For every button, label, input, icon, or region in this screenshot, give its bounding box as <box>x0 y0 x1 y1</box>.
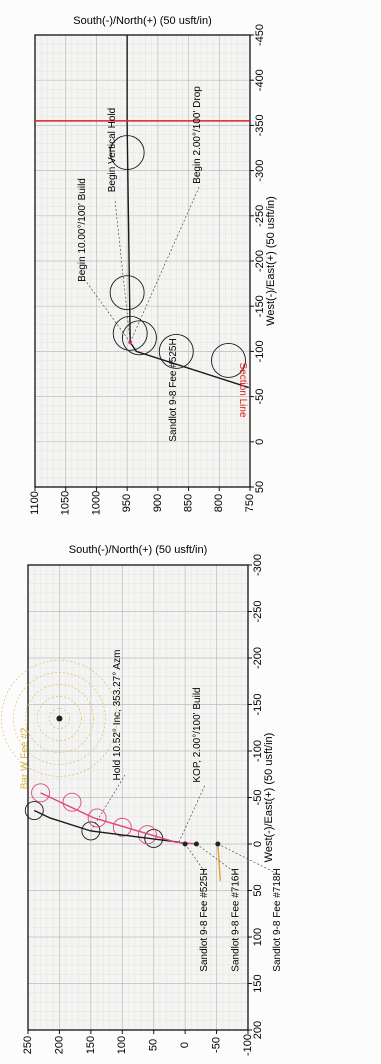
uncertainty-circle <box>109 275 145 311</box>
x-tick-label: 50 <box>254 481 266 493</box>
offset-well-ring <box>37 696 82 741</box>
x-tick-label: -150 <box>252 693 264 715</box>
y-tick-label: -100 <box>242 1034 254 1056</box>
x-axis-title: West(-)/East(+) (50 usft/in) <box>263 733 275 863</box>
series-line <box>217 843 222 882</box>
x-tick-label: 150 <box>252 974 264 992</box>
leader-line <box>84 279 131 343</box>
x-tick-label: -100 <box>254 340 266 362</box>
section-line-label: Section Line <box>237 362 248 417</box>
plan-view-panel: -300-250-200-150-100-50050100150200-100-… <box>1 544 283 1056</box>
uncertainty-circle <box>87 808 107 828</box>
x-tick-label: -50 <box>254 389 266 405</box>
uncertainty-circle <box>211 342 246 378</box>
uncertainty-circle <box>62 792 82 812</box>
x-tick-label: -450 <box>254 24 266 46</box>
offset-well-ring <box>25 684 94 753</box>
y-tick-label: 1000 <box>90 491 102 515</box>
leader-line <box>217 843 280 876</box>
y-tick-label: -50 <box>210 1037 222 1053</box>
x-tick-label: -50 <box>252 790 264 806</box>
uncertainty-circle <box>121 320 157 356</box>
uncertainty-circle <box>158 333 194 369</box>
leader-line <box>178 784 206 843</box>
annotation-hold: Hold 10.52° Inc, 353.27° Azm <box>112 650 123 781</box>
x-tick-label: 200 <box>252 1021 264 1039</box>
uncertainty-circle <box>112 817 132 837</box>
y-tick-label: 100 <box>116 1036 128 1054</box>
y-tick-label: 50 <box>148 1039 160 1051</box>
x-tick-label: -250 <box>252 600 264 622</box>
uncertainty-circle <box>137 825 157 845</box>
offset-well-ring <box>49 708 70 729</box>
y-tick-label: 800 <box>213 494 225 512</box>
offset-well-ring <box>13 672 106 765</box>
well-label: Sandlot 9-8 Fee #716H <box>230 868 241 971</box>
x-tick-label: 100 <box>252 928 264 946</box>
uncertainty-circle <box>81 821 101 841</box>
y-tick-label: 250 <box>22 1036 34 1054</box>
x-tick-label: -250 <box>254 205 266 227</box>
leader-line <box>90 774 126 832</box>
x-tick-label: -200 <box>252 647 264 669</box>
annotation-vertical-hold: Begin Vertical Hold <box>107 108 118 193</box>
y-tick-label: 0 <box>179 1042 191 1048</box>
x-tick-label: -300 <box>254 160 266 182</box>
x-axis-title: West(-)/East(+) (50 usft/in) <box>265 196 277 326</box>
x-tick-label: 50 <box>252 884 264 896</box>
annotation-build: Begin 10.00°/100' Build <box>77 178 88 282</box>
y-tick-label: 900 <box>152 494 164 512</box>
x-tick-label: -200 <box>254 250 266 272</box>
y-tick-label: 200 <box>53 1036 65 1054</box>
x-tick-label: -100 <box>252 740 264 762</box>
y-tick-label: 1050 <box>60 491 72 515</box>
annotation-kop: KOP, 2.00°/100' Build <box>192 687 203 782</box>
y-tick-label: 150 <box>85 1036 97 1054</box>
y-axis-title: South(-)/North(+) (50 usft/in) <box>69 544 207 556</box>
section-view-panel: -450 -400 -350 -300 -250 -200 -150 -100 -50 0 5075… <box>29 15 277 515</box>
y-tick-label: 950 <box>121 494 133 512</box>
x-tick-label: -150 <box>254 295 266 317</box>
x-tick-label: -400 <box>254 69 266 91</box>
offset-well-marker <box>56 715 63 722</box>
y-axis-title: South(-)/North(+) (50 usft/in) <box>73 15 211 27</box>
y-tick-label: 850 <box>182 494 194 512</box>
x-tick-label: 0 <box>252 841 264 847</box>
well-label: Sandlot 9-8 Fee #525H <box>199 868 210 971</box>
offset-well-label: Bar W Fee #2 <box>19 727 30 789</box>
x-tick-label: 0 <box>254 439 266 445</box>
y-tick-label: 1100 <box>29 491 41 515</box>
offset-well-ring <box>1 660 118 777</box>
well-label: Sandlot 9-8 Fee #718H <box>272 868 283 971</box>
annotation-drop: Begin 2.00°/100' Drop <box>192 86 203 184</box>
x-tick-label: -350 <box>254 114 266 136</box>
x-tick-label: -300 <box>252 554 264 576</box>
y-tick-label: 750 <box>244 494 256 512</box>
well-label: Sandlot 9-8 Fee #525H <box>168 338 179 441</box>
leader-line <box>196 843 239 876</box>
leader-line <box>129 184 201 343</box>
uncertainty-circle <box>24 801 44 820</box>
uncertainty-circle <box>31 783 51 803</box>
